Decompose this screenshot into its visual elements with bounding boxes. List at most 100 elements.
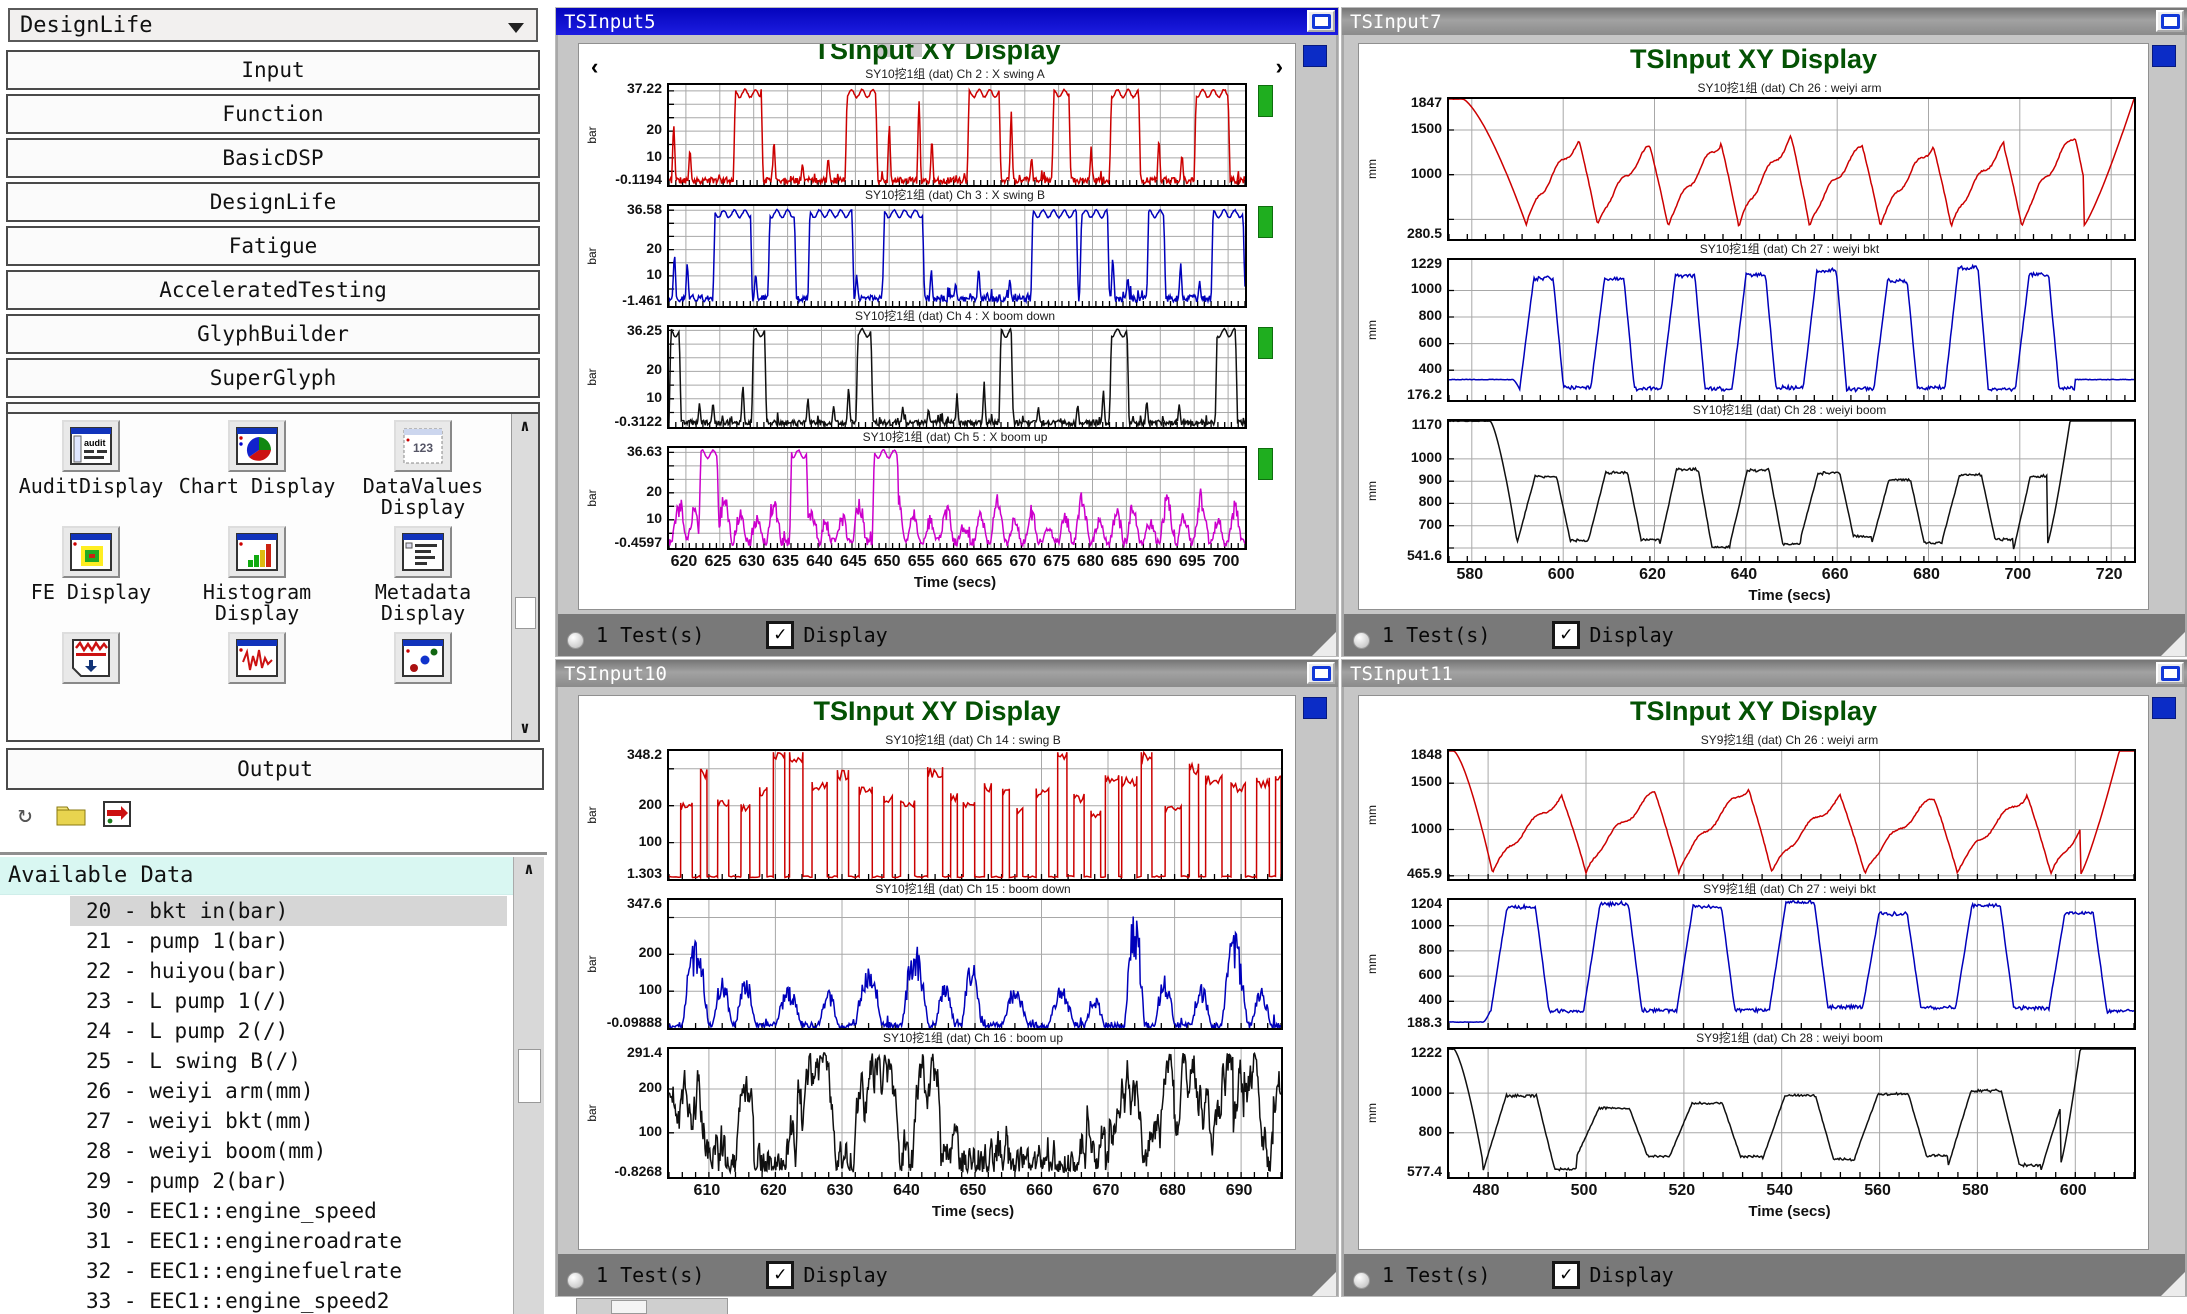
palette-item-fe-display[interactable]: FE Display — [8, 526, 174, 624]
category-button-fatigue[interactable]: Fatigue — [6, 226, 540, 266]
list-item-channel-32[interactable]: 32 - EEC1::enginefuelrate — [0, 1256, 513, 1286]
subplot-title: SY10挖1组 (dat) Ch 2 : X swing A — [667, 66, 1243, 83]
scroll-down-icon[interactable]: ∨ — [512, 716, 538, 740]
workspace-dropdown[interactable]: DesignLife — [8, 8, 538, 42]
list-item-channel-24[interactable]: 24 - L pump 2(/) — [0, 1016, 513, 1046]
output-button[interactable]: Output — [6, 748, 544, 790]
scroll-up-icon[interactable]: ∧ — [514, 857, 544, 881]
palette-item-chart-display[interactable]: Chart Display — [174, 420, 340, 518]
category-button-designlife[interactable]: DesignLife — [6, 182, 540, 222]
palette-item-metadata-display[interactable]: Metadata Display — [340, 526, 506, 624]
display-checkbox[interactable]: ✓ — [1552, 1261, 1580, 1289]
palette-item-datavalues-display[interactable]: 123DataValues Display — [340, 420, 506, 518]
palette-item-auditdisplay[interactable]: auditAuditDisplay — [8, 420, 174, 518]
available-data-list: 20 - bkt in(bar)21 - pump 1(bar)22 - hui… — [0, 896, 513, 1314]
window-titlebar[interactable]: TSInput10 — [556, 660, 1338, 687]
subplot-title: SY10挖1组 (dat) Ch 14 : swing B — [667, 732, 1279, 749]
list-item-channel-30[interactable]: 30 - EEC1::engine_speed — [0, 1196, 513, 1226]
y-tick-label: 800 — [1419, 307, 1442, 323]
list-item-channel-25[interactable]: 25 - L swing B(/) — [0, 1046, 513, 1076]
trace-line — [1449, 901, 2134, 1023]
x-tick-label: 635 — [772, 553, 799, 571]
y-tick-label: 20 — [646, 121, 662, 137]
subplot-title: SY10挖1组 (dat) Ch 5 : X boom up — [667, 429, 1243, 446]
folder-icon[interactable] — [56, 800, 86, 828]
list-item-channel-20[interactable]: 20 - bkt in(bar) — [70, 896, 507, 926]
plot-area — [667, 83, 1247, 187]
resize-grip[interactable] — [1312, 632, 1336, 656]
status-indicator — [1258, 327, 1273, 359]
x-axis-label: Time (secs) — [1447, 1203, 2132, 1223]
list-item-channel-33[interactable]: 33 - EEC1::engine_speed2 — [0, 1286, 513, 1314]
restore-window-button[interactable] — [1307, 10, 1335, 32]
restore-window-button[interactable] — [2156, 10, 2184, 32]
y-tick-label: 36.25 — [627, 322, 662, 338]
restore-window-button[interactable] — [1307, 662, 1335, 684]
y-tick-label: -0.8268 — [615, 1163, 662, 1179]
list-item-channel-22[interactable]: 22 - huiyou(bar) — [0, 956, 513, 986]
io-transfer-icon[interactable] — [102, 800, 132, 828]
list-item-channel-31[interactable]: 31 - EEC1::engineroadrate — [0, 1226, 513, 1256]
window-titlebar[interactable]: TSInput11 — [1342, 660, 2187, 687]
y-tick-label: -0.4597 — [615, 534, 662, 550]
window-titlebar[interactable]: TSInput5 — [556, 8, 1338, 35]
list-item-channel-26[interactable]: 26 - weiyi arm(mm) — [0, 1076, 513, 1106]
available-data-scroll-thumb[interactable] — [518, 1049, 541, 1103]
list-item-channel-28[interactable]: 28 - weiyi boom(mm) — [0, 1136, 513, 1166]
palette-item-timeseries-display-icon[interactable] — [174, 632, 340, 688]
display-checkbox[interactable]: ✓ — [766, 1261, 794, 1289]
palette-scrollbar[interactable]: ∧ ∨ — [511, 414, 538, 740]
y-axis-label-text: mm — [1365, 320, 1379, 340]
selection-indicator[interactable] — [1303, 45, 1327, 67]
palette-scroll-thumb[interactable] — [515, 597, 536, 629]
category-button-superglyph[interactable]: SuperGlyph — [6, 358, 540, 398]
x-tick-label: 600 — [1548, 566, 1575, 584]
refresh-icon[interactable]: ↻ — [10, 800, 40, 828]
selection-indicator[interactable] — [2152, 45, 2176, 67]
list-item-channel-29[interactable]: 29 - pump 2(bar) — [0, 1166, 513, 1196]
y-tick-label: 1500 — [1411, 120, 1442, 136]
resize-grip[interactable] — [2161, 1272, 2185, 1296]
restore-window-button[interactable] — [2156, 662, 2184, 684]
plot-area — [667, 749, 1283, 881]
x-tick-label: 620 — [760, 1182, 787, 1200]
category-button-acceleratedtesting[interactable]: AcceleratedTesting — [6, 270, 540, 310]
resize-grip[interactable] — [1312, 1272, 1336, 1296]
palette-item-xy-scatter-icon[interactable] — [340, 632, 506, 688]
x-tick-label: 500 — [1571, 1182, 1598, 1200]
plot-panel: TSInput XY DisplaySY10挖1组 (dat) Ch 26 : … — [1358, 43, 2149, 610]
window-body: TSInput XY DisplaySY9挖1组 (dat) Ch 26 : w… — [1342, 687, 2187, 1296]
horizontal-scrollbar-fragment[interactable] — [576, 1298, 728, 1314]
y-axis-label: bar — [579, 83, 605, 187]
resize-grip[interactable] — [2161, 632, 2185, 656]
x-tick-labels: 480500520540560580600 — [1447, 1179, 2132, 1203]
scroll-thumb[interactable] — [611, 1300, 647, 1314]
subplot-title: SY10挖1组 (dat) Ch 27 : weiyi bkt — [1447, 241, 2132, 258]
mini-toolbar: ↻ — [10, 800, 132, 828]
palette-item-timeseries-output-icon[interactable] — [8, 632, 174, 688]
y-tick-label: 10 — [646, 389, 662, 405]
category-button-function[interactable]: Function — [6, 94, 540, 134]
selection-indicator[interactable] — [2152, 697, 2176, 719]
display-checkbox[interactable]: ✓ — [1552, 621, 1580, 649]
y-tick-labels: 12291000800600400176.2 — [1385, 258, 1447, 398]
category-button-basicdsp[interactable]: BasicDSP — [6, 138, 540, 178]
category-button-glyphbuilder[interactable]: GlyphBuilder — [6, 314, 540, 354]
y-axis-label: bar — [579, 204, 605, 308]
palette-item-histogram-display[interactable]: Histogram Display — [174, 526, 340, 624]
y-tick-label: 200 — [639, 796, 662, 812]
available-data-scrollbar[interactable]: ∧ — [513, 857, 544, 1314]
y-tick-label: 37.22 — [627, 80, 662, 96]
window-titlebar[interactable]: TSInput7 — [1342, 8, 2187, 35]
x-tick-labels: 610620630640650660670680690 — [667, 1179, 1279, 1203]
list-item-channel-23[interactable]: 23 - L pump 1(/) — [0, 986, 513, 1016]
display-checkbox[interactable]: ✓ — [766, 621, 794, 649]
scroll-up-icon[interactable]: ∧ — [512, 414, 538, 438]
selection-indicator[interactable] — [1303, 697, 1327, 719]
list-item-channel-21[interactable]: 21 - pump 1(bar) — [0, 926, 513, 956]
list-item-channel-27[interactable]: 27 - weiyi bkt(mm) — [0, 1106, 513, 1136]
category-button-input[interactable]: Input — [6, 50, 540, 90]
sidebar: DesignLife InputFunctionBasicDSPDesignLi… — [0, 0, 547, 1314]
x-tick-label: 660 — [1026, 1182, 1053, 1200]
display-checkbox-label: Display — [1589, 1263, 1673, 1287]
